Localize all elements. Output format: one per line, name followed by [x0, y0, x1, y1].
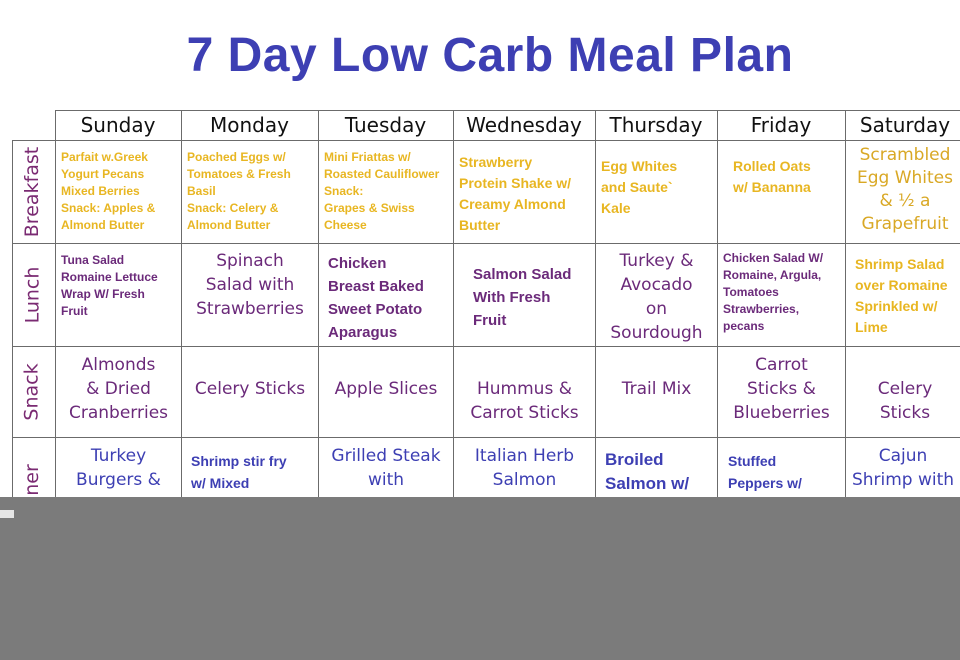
meal-cell: Italian Herb Salmon	[474, 446, 575, 490]
grid-line	[12, 243, 960, 244]
row-label-snack: Snack	[12, 346, 52, 437]
meal-cell: Grilled Steak with	[331, 446, 441, 490]
meal-cell: Egg Whites and Saute` Kale	[601, 158, 678, 216]
meal-cell: Turkey & Avocado on Sourdough	[610, 251, 703, 343]
meal-cell: Rolled Oats w/ Bananna	[733, 158, 811, 195]
day-header-tuesday: Tuesday	[344, 113, 427, 137]
meal-cell: Hummus & Carrot Sticks	[470, 379, 579, 423]
meal-cell: Turkey Burgers &	[76, 446, 161, 490]
gray-overlay	[0, 497, 960, 660]
grid-line	[845, 110, 846, 497]
meal-cell: Poached Eggs w/ Tomatoes & Fresh Basil S…	[187, 150, 291, 232]
row-label-text: Snack	[21, 362, 44, 421]
meal-cell: Shrimp stir fry w/ Mixed	[191, 453, 287, 491]
meal-cell: Trail Mix	[621, 379, 692, 399]
meal-cell: Cajun Shrimp with	[851, 446, 955, 490]
meal-cell: Parfait w.Greek Yogurt Pecans Mixed Berr…	[61, 150, 156, 232]
meal-cell: Mini Friattas w/ Roasted Cauliflower Sna…	[324, 150, 440, 232]
meal-cell: Celery Sticks	[877, 379, 933, 423]
meal-cell: Shrimp Salad over Romaine Sprinkled w/ L…	[855, 256, 948, 335]
row-label-text: ner	[20, 463, 43, 496]
day-header-saturday: Saturday	[859, 113, 951, 137]
meal-cell: Stuffed Peppers w/	[728, 453, 802, 491]
meal-cell: Strawberry Protein Shake w/ Creamy Almon…	[459, 154, 572, 233]
row-label-breakfast: Breakfast	[12, 140, 52, 243]
grid-line	[318, 110, 319, 497]
meal-cell: Almonds & Dried Cranberries	[68, 355, 169, 423]
grid-line	[12, 140, 960, 141]
day-header-thursday: Thursday	[609, 113, 703, 137]
grid-line	[55, 110, 56, 497]
day-header-wednesday: Wednesday	[466, 113, 582, 137]
meal-cell: Broiled Salmon w/	[605, 450, 690, 493]
day-header-monday: Monday	[210, 113, 289, 137]
meal-cell: Apple Slices	[334, 379, 438, 399]
meal-cell: Salmon Salad With Fresh Fruit	[473, 266, 572, 329]
meal-cell: Carrot Sticks & Blueberries	[733, 355, 830, 423]
row-label-text: Breakfast	[21, 146, 44, 237]
grid-line	[12, 346, 960, 347]
meal-cell: Chicken Salad W/ Romaine, Argula, Tomato…	[723, 251, 824, 333]
row-label-text: Lunch	[21, 266, 44, 323]
grid-line	[453, 110, 454, 497]
grid-line	[717, 110, 718, 497]
meal-cell: Scrambled Egg Whites & ½ a Grapefruit	[856, 145, 953, 234]
meal-cell: Tuna Salad Romaine Lettuce Wrap W/ Fresh…	[61, 253, 158, 318]
grid-line	[181, 110, 182, 497]
meal-cell: Celery Sticks	[194, 379, 306, 399]
grid-line	[12, 140, 13, 497]
grid-line	[12, 437, 960, 438]
meal-cell: Chicken Breast Baked Sweet Potato Aparag…	[328, 255, 424, 341]
meal-cell: Spinach Salad with Strawberries	[196, 251, 304, 319]
row-label-lunch: Lunch	[12, 243, 52, 346]
day-header-friday: Friday	[750, 113, 812, 137]
overlay-notch	[0, 510, 14, 518]
page-title: 7 Day Low Carb Meal Plan	[186, 29, 794, 82]
day-header-sunday: Sunday	[80, 113, 156, 137]
grid-line	[55, 110, 960, 111]
grid-line	[595, 110, 596, 497]
